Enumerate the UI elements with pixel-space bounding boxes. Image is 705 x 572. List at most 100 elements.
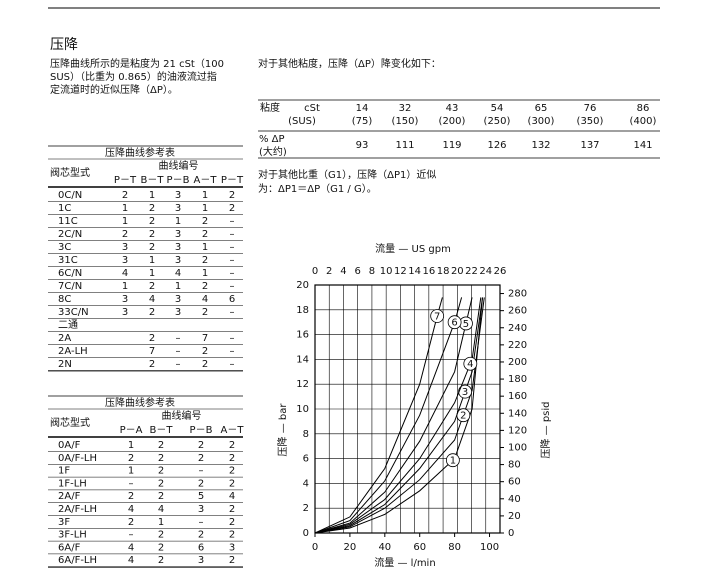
dp: 119 (442, 140, 461, 151)
cell: 3 (175, 190, 181, 201)
x2-axis-label: 流量 — US gpm (375, 242, 451, 255)
x-tick-label: 20 (344, 542, 357, 553)
unit: (SUS) (288, 116, 316, 127)
spool: 1C (58, 203, 71, 214)
y2-tick-label: 60 (508, 477, 521, 488)
cell: 2 (128, 491, 134, 502)
y2-tick-label: 280 (508, 289, 527, 300)
spool: 3C (58, 242, 71, 253)
viscosity-intro: 对于其他粘度，压降（ΔP）降变化如下： (258, 57, 441, 70)
cell: 2 (202, 359, 208, 370)
spool: 0A/F (58, 440, 81, 451)
curve-label: 7 (434, 312, 440, 323)
viscosity-label: 粘度 (260, 101, 280, 114)
cell: – (230, 255, 235, 266)
x2-tick-label: 4 (340, 266, 346, 277)
cell: – (230, 359, 235, 370)
x2-tick-label: 18 (437, 266, 450, 277)
spool: 2C/N (58, 229, 82, 240)
column-header: A－T (194, 175, 218, 186)
cell: 3 (175, 229, 181, 240)
cell: 3 (175, 242, 181, 253)
cell: – (199, 517, 204, 528)
spool: 31C (58, 255, 78, 266)
y2-tick-label: 80 (508, 460, 521, 471)
intro-line: 定流道时的近似压降（ΔP）。 (50, 83, 178, 96)
cell: 2 (229, 555, 235, 566)
cell: 1 (122, 203, 128, 214)
spool-header: 阀芯型式 (50, 166, 90, 179)
cell: – (176, 346, 181, 357)
cell: 1 (158, 517, 164, 528)
x-tick-label: 80 (448, 542, 461, 553)
curve-label: 6 (451, 318, 457, 329)
spool: 7C/N (58, 281, 82, 292)
cell: – (129, 530, 134, 541)
plot-frame (314, 284, 501, 534)
cell: 3 (175, 255, 181, 266)
cell: 4 (128, 542, 134, 553)
y-tick-label: 18 (296, 305, 309, 316)
curve (314, 297, 483, 534)
cell: 4 (149, 294, 155, 305)
dp-label: (大约) (259, 145, 287, 158)
y-tick-label: 0 (303, 528, 309, 539)
cst: 65 (535, 103, 548, 114)
y2-tick-label: 240 (508, 323, 527, 334)
curve-header: 曲线编号 (159, 159, 199, 172)
unit: cSt (304, 103, 320, 114)
cell: 4 (175, 268, 181, 279)
cell: 4 (122, 268, 128, 279)
curve (314, 297, 485, 534)
cell: 2 (128, 517, 134, 528)
spool: 6C/N (58, 268, 82, 279)
x2-tick-label: 24 (479, 266, 492, 277)
cell: 2 (149, 359, 155, 370)
curve-label: 4 (467, 359, 473, 370)
x2-tick-label: 16 (422, 266, 435, 277)
cst: 32 (399, 103, 412, 114)
sus: (250) (484, 116, 511, 127)
column-header: P－T (221, 175, 244, 186)
cell: – (230, 242, 235, 253)
dp: 93 (356, 140, 369, 151)
column-header: B－T (150, 425, 174, 436)
intro-line: SUS）（比重为 0.865）的油液流过指 (50, 70, 217, 83)
cell: 2 (202, 255, 208, 266)
cell: 2 (202, 307, 208, 318)
cell: 1 (122, 216, 128, 227)
cell: 4 (128, 555, 134, 566)
x2-tick-label: 10 (380, 266, 393, 277)
x2-tick-label: 8 (369, 266, 375, 277)
cell: – (176, 333, 181, 344)
spool: 0C/N (58, 190, 82, 201)
dp: 132 (531, 140, 550, 151)
spool-header: 阀芯型式 (50, 416, 90, 429)
cell: 2 (158, 453, 164, 464)
spool: 2N (58, 359, 72, 370)
spool: 0A/F-LH (58, 453, 97, 464)
x2-tick-label: 20 (451, 266, 464, 277)
cell: 2 (158, 478, 164, 489)
cell: 6 (198, 542, 204, 553)
cell: 1 (149, 255, 155, 266)
cell: 4 (128, 504, 134, 515)
curve-label-ring (463, 356, 478, 371)
cell: 3 (229, 542, 235, 553)
x2-tick-label: 2 (326, 266, 332, 277)
sus: (350) (577, 116, 604, 127)
cell: 2 (158, 542, 164, 553)
spool: 6A/F (58, 542, 81, 553)
section-title: 压降 (50, 37, 78, 53)
y2-axis-label: 压降 — psid (539, 401, 552, 458)
column-header: P－A (120, 425, 143, 436)
gravity-line: 对于其他比重（G1），压降（ΔP1）近似 (258, 168, 436, 181)
column-header: A－T (221, 425, 245, 436)
gravity-line: 为：ΔP1＝ΔP（G1 / G）。 (258, 183, 377, 195)
cell: 2 (149, 229, 155, 240)
cell: – (230, 216, 235, 227)
cell: 1 (202, 268, 208, 279)
spool: 1F-LH (58, 478, 87, 489)
y-tick-label: 2 (303, 503, 309, 514)
cell: 2 (229, 504, 235, 515)
